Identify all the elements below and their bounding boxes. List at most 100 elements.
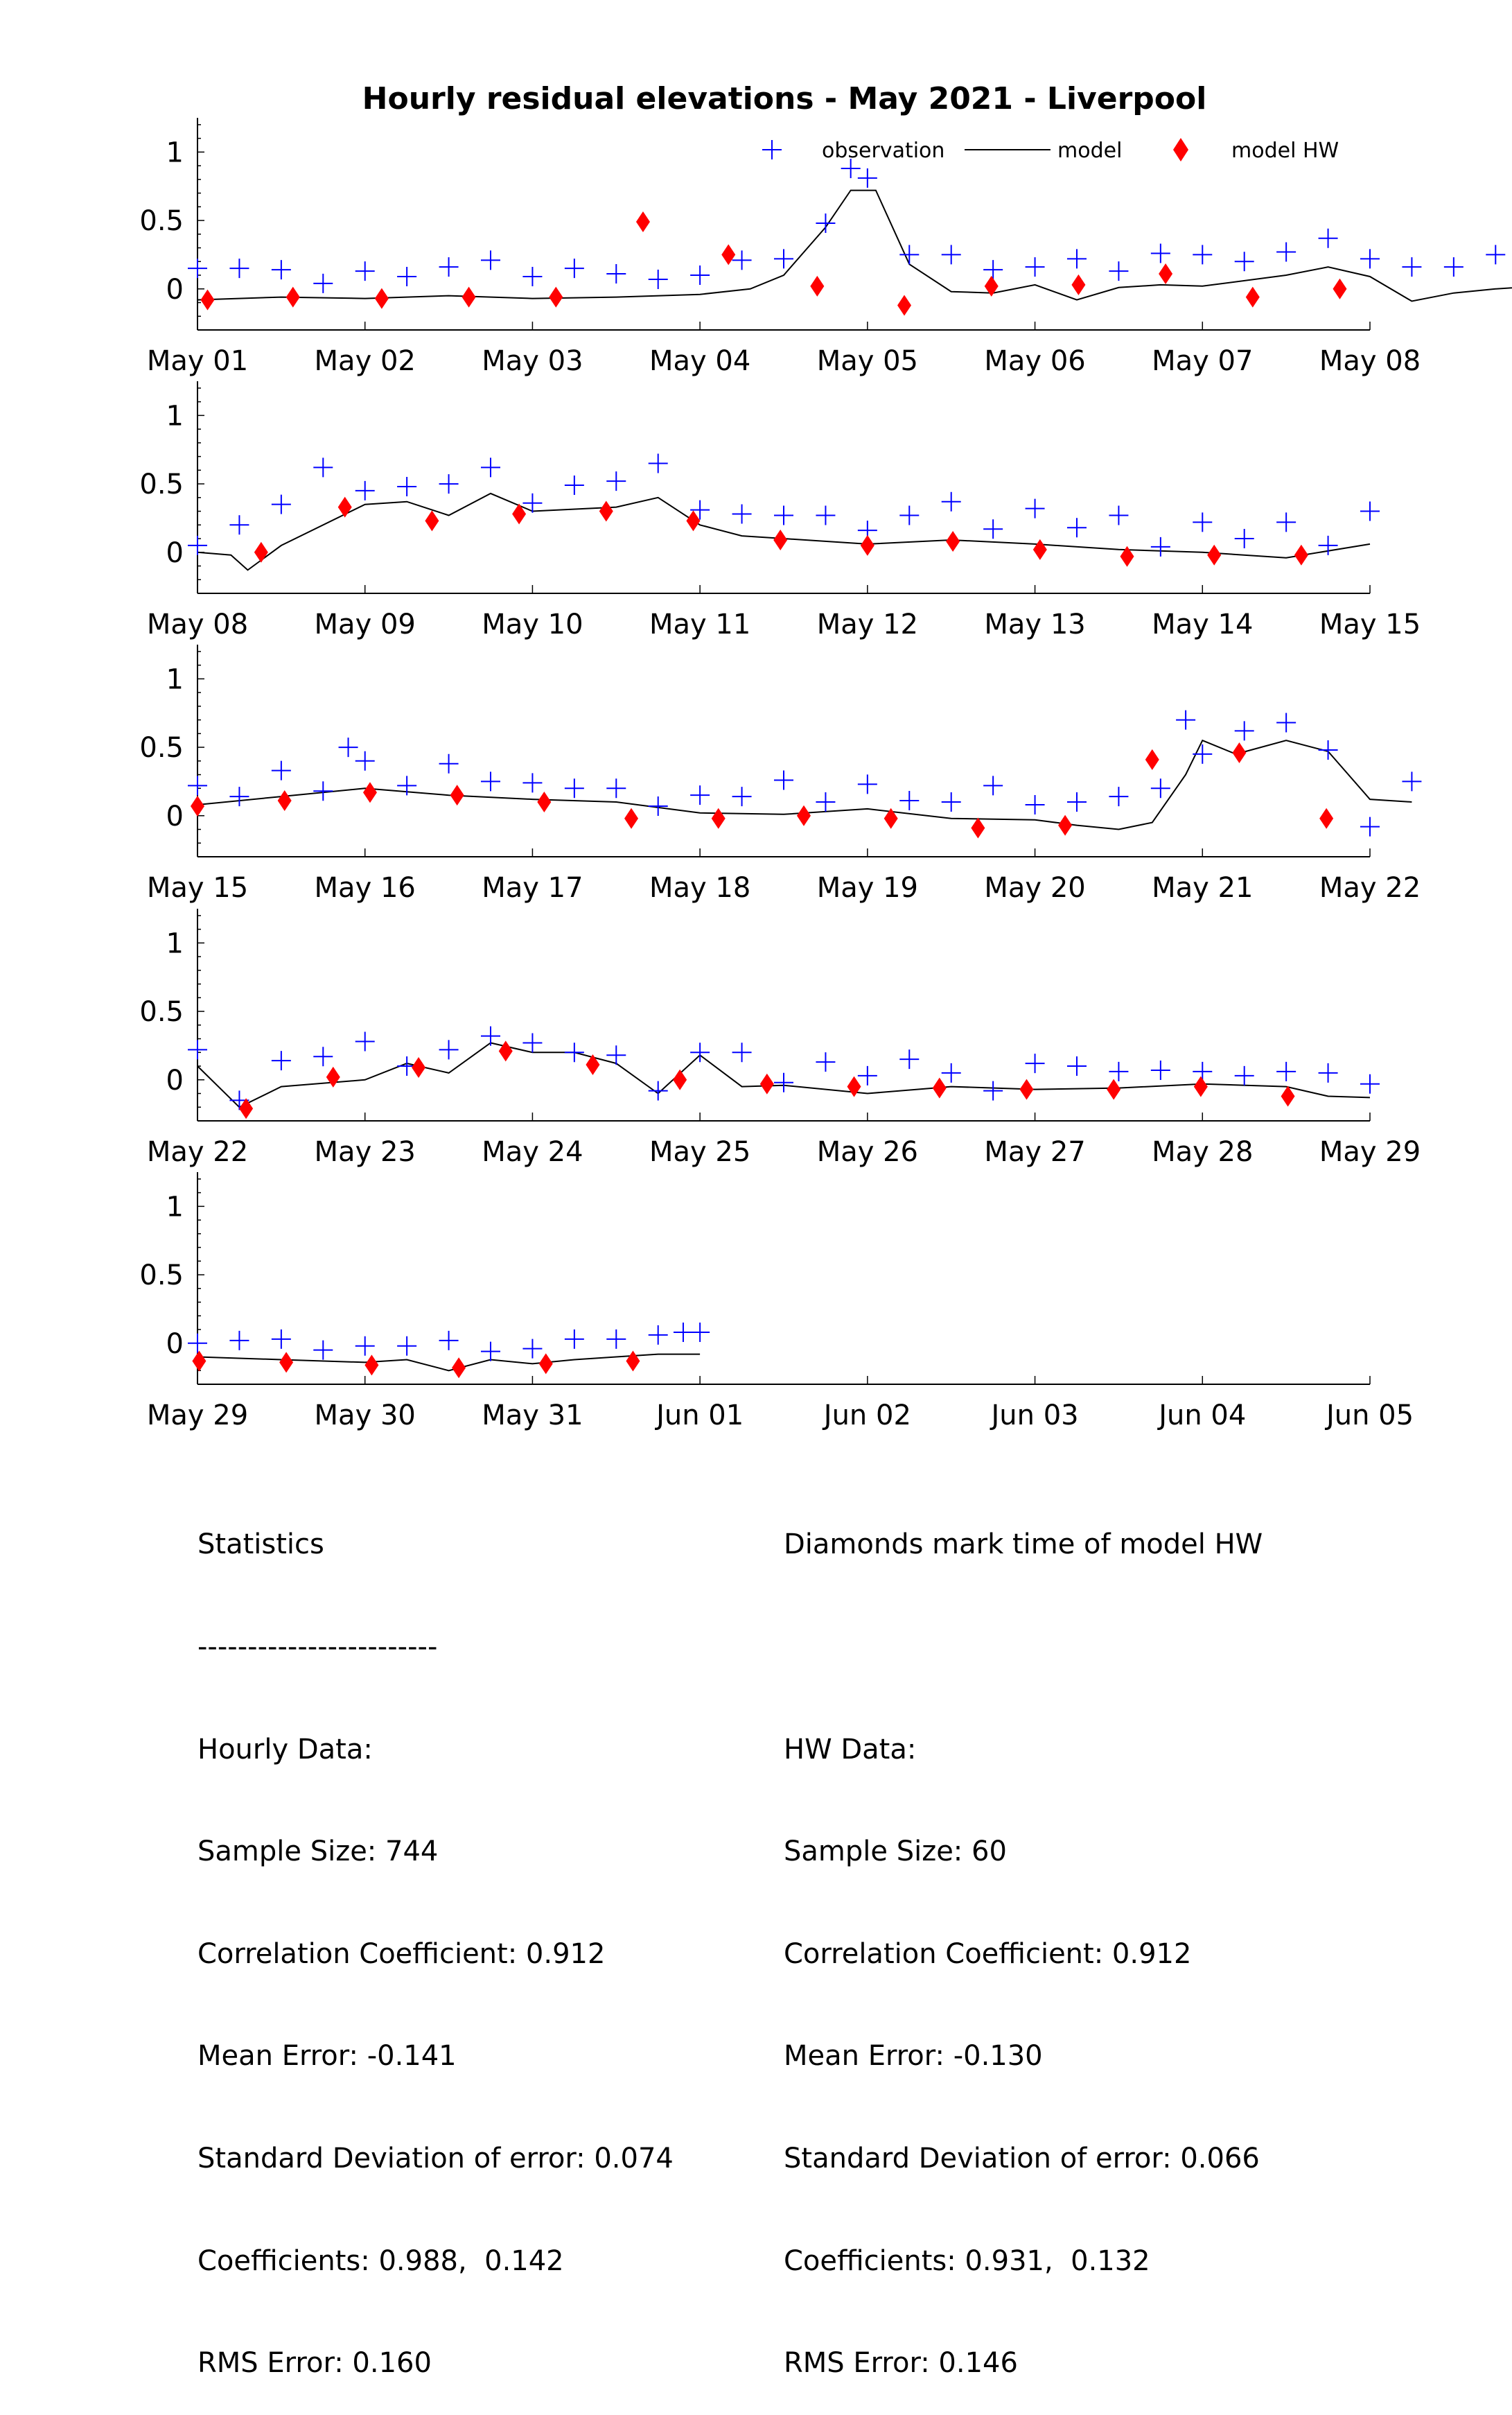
observation-point bbox=[229, 515, 249, 535]
observation-point bbox=[313, 781, 333, 801]
observation-point bbox=[606, 264, 626, 284]
x-tick-label: May 11 bbox=[649, 609, 750, 640]
model-hw-point bbox=[586, 1054, 600, 1076]
model-hw-point bbox=[721, 244, 736, 265]
model-hw-point bbox=[538, 1353, 553, 1375]
observation-point bbox=[439, 1040, 459, 1060]
observation-point bbox=[564, 1329, 584, 1349]
observation-point bbox=[271, 1329, 291, 1349]
model-hw-point bbox=[1019, 1079, 1034, 1100]
observation-point bbox=[1067, 792, 1087, 812]
legend-model-hw-marker bbox=[1173, 138, 1188, 162]
x-tick-label: Jun 02 bbox=[822, 1400, 911, 1431]
model-hw-point bbox=[946, 530, 960, 552]
observation-point bbox=[1150, 243, 1170, 263]
model-hw-point bbox=[254, 541, 268, 563]
x-tick-label: May 13 bbox=[984, 609, 1085, 640]
observation-point bbox=[397, 477, 417, 497]
observation-point bbox=[439, 257, 459, 277]
model-hw-point bbox=[512, 503, 527, 525]
model-hw-point bbox=[452, 1357, 466, 1379]
observation-point bbox=[774, 1072, 793, 1092]
model-hw-point bbox=[1145, 749, 1159, 770]
chart-legend: observation model model HW bbox=[762, 138, 1339, 163]
observation-point bbox=[1109, 505, 1129, 525]
hw-spacer bbox=[784, 1630, 1263, 1664]
x-tick-label: May 15 bbox=[1319, 609, 1421, 640]
y-tick-label: 0.5 bbox=[139, 996, 184, 1028]
observation-point bbox=[1360, 817, 1380, 837]
model-hw-point bbox=[884, 808, 898, 829]
x-tick-label: May 08 bbox=[1319, 345, 1421, 377]
model-hw-point bbox=[1107, 1079, 1121, 1100]
observation-point bbox=[899, 505, 920, 525]
observation-point bbox=[439, 753, 459, 774]
observation-point bbox=[1025, 498, 1045, 518]
observation-point bbox=[1109, 1061, 1129, 1081]
observation-point bbox=[857, 1065, 877, 1086]
statistics-divider: ------------------------ bbox=[197, 1631, 438, 1663]
x-tick-label: May 03 bbox=[482, 345, 583, 377]
model-hw-point bbox=[599, 500, 613, 522]
observation-point bbox=[188, 1333, 207, 1353]
model-hw-point bbox=[549, 286, 563, 308]
model-hw-point bbox=[425, 510, 439, 532]
model-hw-point bbox=[1319, 808, 1334, 829]
observation-point bbox=[1025, 1054, 1045, 1074]
y-tick-label: 1 bbox=[166, 400, 184, 432]
y-tick-label: 0.5 bbox=[139, 205, 184, 237]
x-tick-label: May 05 bbox=[817, 345, 918, 377]
hw-coefficients: Coefficients: 0.931, 0.132 bbox=[784, 2244, 1150, 2277]
x-tick-label: May 23 bbox=[315, 1136, 416, 1168]
y-tick-label: 0 bbox=[166, 274, 184, 306]
model-hw-point bbox=[191, 795, 204, 817]
observation-point bbox=[1150, 1060, 1170, 1080]
model-hw-point bbox=[239, 1098, 254, 1119]
observation-point bbox=[481, 250, 500, 270]
observation-point bbox=[1067, 249, 1087, 269]
observation-point bbox=[188, 1040, 207, 1060]
observation-point bbox=[1193, 1061, 1213, 1081]
observation-point bbox=[271, 1051, 291, 1071]
observation-point bbox=[1067, 518, 1087, 538]
y-tick-label: 1 bbox=[166, 663, 184, 695]
observation-point bbox=[355, 480, 375, 500]
model-hw-point bbox=[1032, 539, 1047, 560]
x-tick-label: May 10 bbox=[482, 609, 583, 640]
observation-point bbox=[1150, 778, 1170, 799]
x-tick-label: May 28 bbox=[1152, 1136, 1253, 1168]
y-tick-label: 0.5 bbox=[139, 1259, 184, 1291]
hourly-rms-error: RMS Error: 0.160 bbox=[197, 2347, 432, 2380]
x-tick-label: May 02 bbox=[315, 345, 416, 377]
model-hw-point bbox=[498, 1040, 513, 1062]
model-hw-point bbox=[279, 1352, 294, 1373]
y-tick-label: 0 bbox=[166, 537, 184, 569]
observation-point bbox=[983, 519, 1003, 539]
observation-point bbox=[1276, 1061, 1296, 1081]
hourly-std-dev: Standard Deviation of error: 0.074 bbox=[197, 2142, 674, 2174]
observation-point bbox=[1150, 537, 1170, 557]
observation-point bbox=[941, 792, 961, 812]
hw-std-dev: Standard Deviation of error: 0.066 bbox=[784, 2142, 1260, 2174]
y-tick-label: 0.5 bbox=[139, 732, 184, 764]
observation-point bbox=[1360, 501, 1380, 521]
x-tick-label: Jun 01 bbox=[654, 1400, 744, 1431]
observation-point bbox=[732, 787, 752, 807]
chart-title: Hourly residual elevations - May 2021 - … bbox=[362, 81, 1207, 116]
observation-point bbox=[606, 1045, 626, 1065]
model-hw-point bbox=[1281, 1086, 1295, 1107]
observation-point bbox=[229, 259, 249, 279]
observation-point bbox=[1360, 1074, 1380, 1094]
model-hw-point bbox=[1159, 263, 1173, 285]
observation-point bbox=[271, 260, 291, 280]
x-tick-label: May 29 bbox=[1319, 1136, 1421, 1168]
observation-point bbox=[1276, 713, 1296, 733]
observation-point bbox=[1234, 529, 1254, 549]
observation-point bbox=[564, 476, 584, 496]
model-hw-point bbox=[1333, 278, 1347, 299]
observation-point bbox=[522, 1339, 543, 1359]
observation-point bbox=[1318, 535, 1338, 555]
observation-point bbox=[1025, 794, 1045, 814]
observation-point bbox=[690, 1322, 710, 1342]
observation-point bbox=[899, 245, 920, 265]
